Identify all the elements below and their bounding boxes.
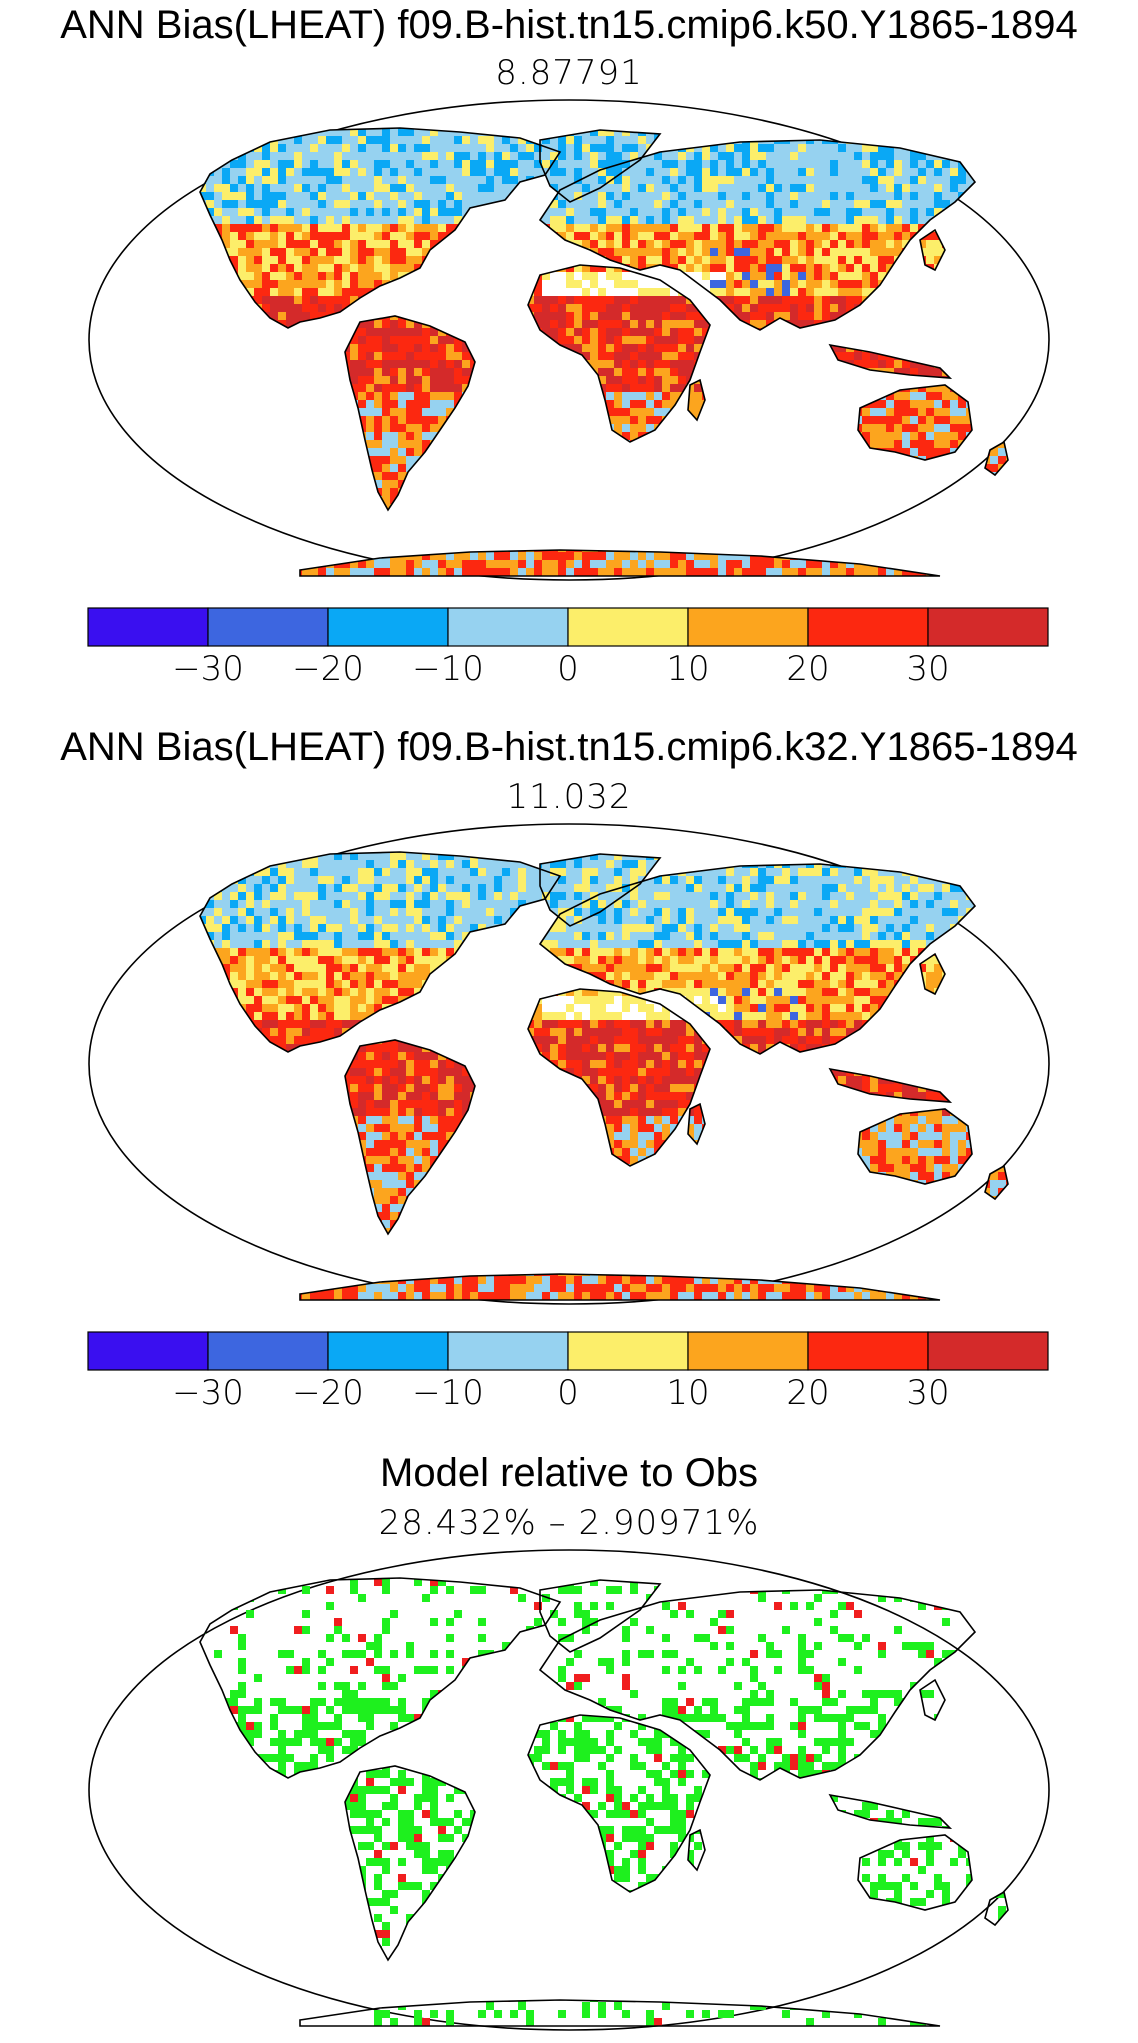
colorbar-tick-label: 0: [557, 1373, 579, 1413]
coastline-indonesia: [828, 1793, 953, 1829]
coastline-japan: [919, 1678, 946, 1722]
coastline-australia: [857, 1834, 973, 1911]
coastline-southAmerica: [344, 315, 476, 512]
colorbar-tick-label: 10: [666, 1373, 710, 1413]
panel1-colorbar: [87, 607, 1049, 647]
coastline-greenland: [539, 1579, 662, 1653]
panel3-value: 28.432% – 2.90971%: [378, 1503, 760, 1543]
coastline-southAmerica: [344, 1039, 476, 1236]
coastline-australia: [857, 1108, 973, 1185]
coastline-indonesia: [828, 343, 953, 379]
colorbar-swatch: [447, 607, 569, 647]
colorbar-swatch: [327, 607, 449, 647]
coastline-northAmerica: [199, 851, 562, 1053]
panel2-value: 11.032: [506, 777, 632, 817]
coastline-africa: [527, 988, 711, 1167]
colorbar-tick-label: 0: [557, 649, 579, 689]
colorbar-swatch: [807, 1331, 929, 1371]
panel2-colorbar: [87, 1331, 1049, 1371]
coastline-africa: [527, 264, 711, 443]
colorbar-swatch: [87, 1331, 209, 1371]
panel1-map: [88, 99, 1050, 581]
coastline-northAmerica: [199, 127, 562, 329]
coastline-europeAsia: [538, 139, 977, 331]
colorbar-tick-label: 20: [786, 649, 830, 689]
coastline-japan: [919, 228, 946, 272]
colorbar-tick-label: 20: [786, 1373, 830, 1413]
coastline-antarctica: [299, 549, 941, 577]
coastline-europeAsia: [538, 1589, 977, 1781]
colorbar-tick-label: 30: [906, 649, 950, 689]
coastline-antarctica: [299, 1999, 941, 2027]
panel3-map: [88, 1549, 1050, 2031]
coastline-newZealand: [984, 440, 1009, 477]
coastline-newZealand: [984, 1890, 1009, 1927]
coastline-southAmerica: [344, 1765, 476, 1962]
colorbar-swatch: [927, 607, 1049, 647]
colorbar-tick-label: −10: [412, 649, 484, 689]
coastline-greenland: [539, 129, 662, 203]
coastline-northAmerica: [199, 1577, 562, 1779]
colorbar-swatch: [447, 1331, 569, 1371]
coastline-africa: [527, 1714, 711, 1893]
colorbar-swatch: [927, 1331, 1049, 1371]
coastline-greenland: [539, 853, 662, 927]
colorbar-tick-label: −30: [172, 649, 244, 689]
colorbar-tick-label: 30: [906, 1373, 950, 1413]
colorbar-swatch: [807, 607, 929, 647]
coastline-antarctica: [299, 1273, 941, 1301]
panel1-value: 8.87791: [495, 53, 643, 93]
colorbar-tick-label: −20: [292, 1373, 364, 1413]
coastline-europeAsia: [538, 863, 977, 1055]
panel2-map: [88, 823, 1050, 1305]
colorbar-swatch: [207, 1331, 329, 1371]
panel1-title: ANN Bias(LHEAT) f09.B-hist.tn15.cmip6.k5…: [60, 3, 1078, 47]
colorbar-tick-label: 10: [666, 649, 710, 689]
colorbar-swatch: [327, 1331, 449, 1371]
colorbar-swatch: [687, 607, 809, 647]
coastline-indonesia: [828, 1067, 953, 1103]
colorbar-tick-label: −10: [412, 1373, 484, 1413]
coastline-madagascar: [687, 1828, 706, 1872]
colorbar-swatch: [567, 607, 689, 647]
colorbar-swatch: [87, 607, 209, 647]
coastline-newZealand: [984, 1164, 1009, 1201]
coastline-madagascar: [687, 1102, 706, 1146]
colorbar-tick-label: −30: [172, 1373, 244, 1413]
coastline-australia: [857, 384, 973, 461]
colorbar-swatch: [207, 607, 329, 647]
coastline-japan: [919, 952, 946, 996]
panel2-title: ANN Bias(LHEAT) f09.B-hist.tn15.cmip6.k3…: [60, 725, 1078, 769]
colorbar-tick-label: −20: [292, 649, 364, 689]
colorbar-swatch: [567, 1331, 689, 1371]
coastline-madagascar: [687, 378, 706, 422]
colorbar-swatch: [687, 1331, 809, 1371]
panel3-title: Model relative to Obs: [380, 1451, 758, 1495]
